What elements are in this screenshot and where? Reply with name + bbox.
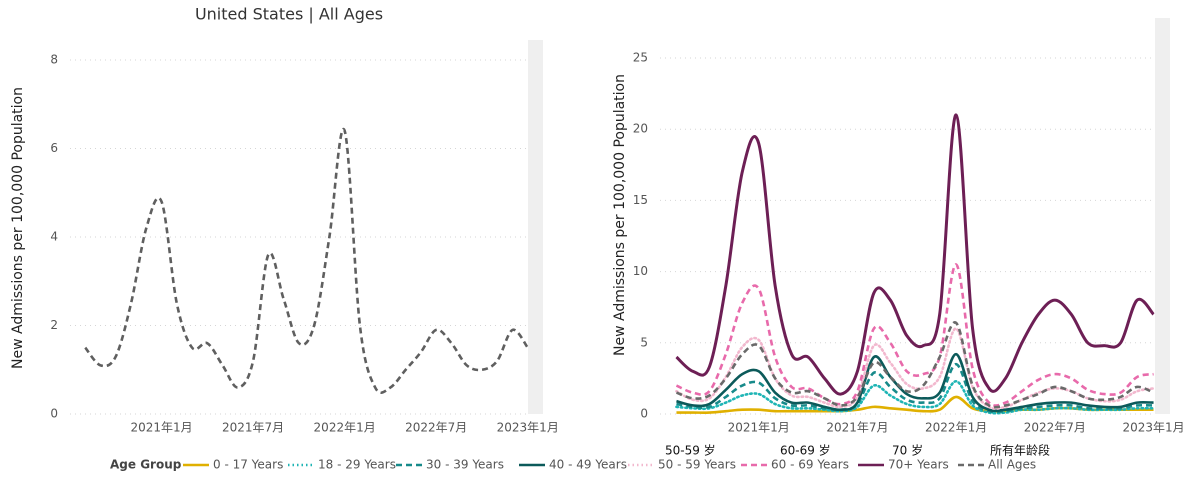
data-line bbox=[84, 127, 529, 395]
y-tick-label: 2 bbox=[50, 318, 58, 332]
data-line bbox=[675, 321, 1155, 409]
legend-label[interactable]: 40 - 49 Years bbox=[549, 458, 627, 472]
scroll-band bbox=[528, 40, 543, 414]
annotation: 70 岁 bbox=[892, 443, 923, 458]
legend-label[interactable]: 18 - 29 Years bbox=[318, 458, 396, 472]
x-tick-label: 2022年7月 bbox=[405, 421, 467, 435]
y-tick-label: 8 bbox=[50, 53, 58, 67]
y-tick-label: 4 bbox=[50, 230, 58, 244]
legend-label[interactable]: 50 - 59 Years bbox=[658, 458, 736, 472]
data-line bbox=[676, 362, 1154, 414]
annotation: 50-59 岁 bbox=[665, 443, 716, 458]
y-axis-title: New Admissions per 100,000 Population bbox=[612, 74, 628, 356]
x-tick-label: 2021年7月 bbox=[222, 421, 284, 435]
y-tick-label: 0 bbox=[50, 407, 58, 421]
data-line bbox=[676, 352, 1154, 413]
chart-title: United States | All Ages bbox=[195, 5, 383, 24]
x-tick-label: 2022年1月 bbox=[314, 421, 376, 435]
legend-title: Age Group bbox=[110, 458, 182, 472]
legend-label[interactable]: All Ages bbox=[988, 458, 1036, 472]
x-tick-label: 2022年1月 bbox=[925, 421, 987, 435]
legend-label[interactable]: 30 - 39 Years bbox=[426, 458, 504, 472]
y-tick-label: 5 bbox=[640, 335, 648, 349]
x-tick-label: 2023年1月 bbox=[1122, 421, 1184, 435]
y-tick-label: 15 bbox=[633, 193, 648, 207]
y-tick-label: 25 bbox=[633, 51, 648, 65]
y-axis-title: New Admissions per 100,000 Population bbox=[10, 87, 26, 369]
data-line bbox=[675, 113, 1155, 396]
x-tick-label: 2022年7月 bbox=[1024, 421, 1086, 435]
annotation: 所有年龄段 bbox=[990, 443, 1050, 458]
legend-label[interactable]: 0 - 17 Years bbox=[213, 458, 283, 472]
scroll-band bbox=[1155, 18, 1170, 414]
y-tick-label: 0 bbox=[640, 407, 648, 421]
y-tick-label: 6 bbox=[50, 141, 58, 155]
data-line bbox=[675, 263, 1154, 407]
x-tick-label: 2021年1月 bbox=[130, 421, 192, 435]
annotation: 60-69 岁 bbox=[780, 443, 831, 458]
x-tick-label: 2021年1月 bbox=[728, 421, 790, 435]
data-line bbox=[675, 379, 1155, 415]
x-tick-label: 2021年7月 bbox=[826, 421, 888, 435]
legend-label[interactable]: 60 - 69 Years bbox=[771, 458, 849, 472]
y-tick-label: 20 bbox=[633, 122, 648, 136]
y-tick-label: 10 bbox=[633, 264, 648, 278]
x-tick-label: 2023年1月 bbox=[497, 421, 559, 435]
legend-label[interactable]: 70+ Years bbox=[888, 458, 949, 472]
